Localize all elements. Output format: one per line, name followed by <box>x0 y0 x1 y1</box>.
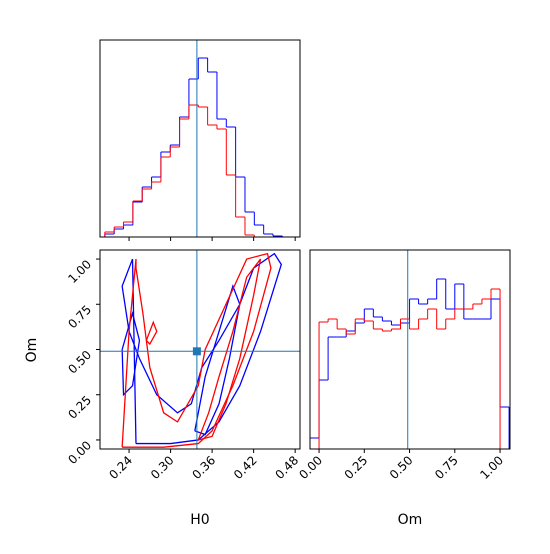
contour-line <box>121 252 272 448</box>
contour-line <box>197 258 262 441</box>
x-axis-label: Om <box>398 512 423 528</box>
axes-frame <box>99 39 301 238</box>
contour-line <box>121 252 283 445</box>
truth-marker <box>192 347 201 356</box>
x-axis-label: H0 <box>190 512 209 528</box>
contour-line <box>145 320 158 346</box>
y-axis-label: Om <box>24 338 40 363</box>
